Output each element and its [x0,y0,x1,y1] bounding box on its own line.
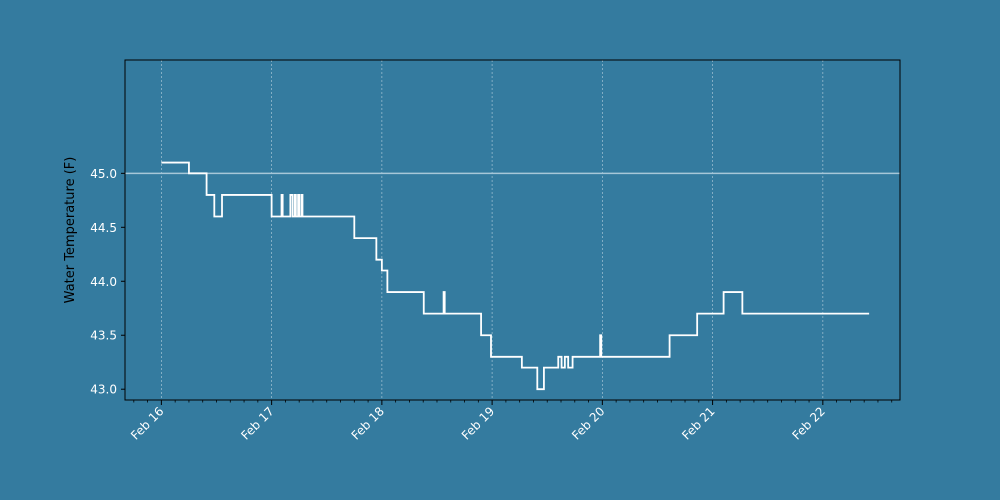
plot-frame [124,59,901,401]
y-tick-label: 45.0 [90,167,117,181]
y-tick-label: 43.0 [90,383,117,397]
x-tick-label: Feb 22 [790,404,828,442]
y-axis-label: Water Temperature (F) [63,157,78,304]
x-tick-label: Feb 21 [679,404,717,442]
x-tick-label: Feb 17 [238,404,276,442]
y-tick-label: 44.0 [90,275,117,289]
x-tick-label: Feb 20 [569,404,607,442]
y-tick-label: 43.5 [90,329,117,343]
x-tick-label: Feb 18 [349,404,387,442]
x-axis: Feb 16 Feb 17 Feb 18 Feb 19 Feb 20 Feb 21 Feb … [128,400,893,443]
grid-lines [161,60,824,400]
y-tick-label: 44.5 [90,221,117,235]
y-axis: 43.0 43.5 44.0 44.5 45.0 [90,167,125,397]
x-tick-label: Feb 19 [459,404,497,442]
series-line [161,161,870,391]
plot-area [125,60,900,400]
x-tick-label: Feb 16 [128,404,166,442]
